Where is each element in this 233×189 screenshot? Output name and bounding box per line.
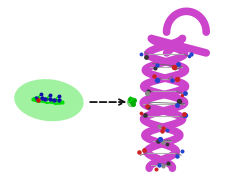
Ellipse shape [127,97,136,107]
Ellipse shape [14,79,84,121]
